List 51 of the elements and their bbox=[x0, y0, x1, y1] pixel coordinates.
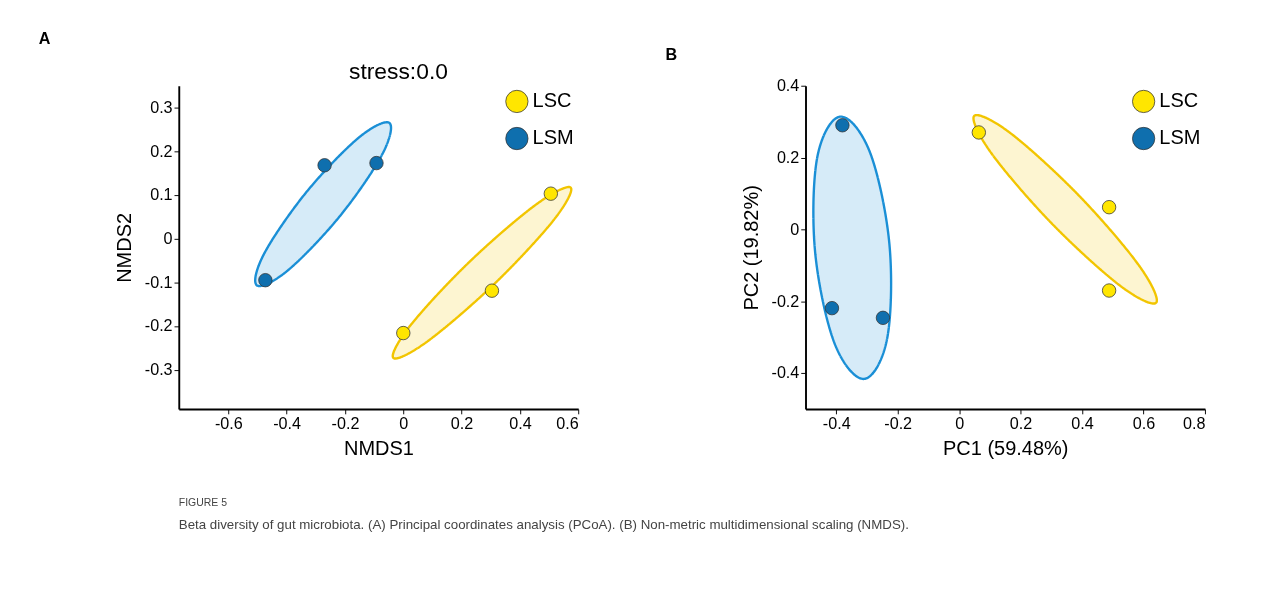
y-tick-label: -0.1 bbox=[144, 272, 173, 291]
x-tick-label: 0.8 bbox=[1182, 413, 1206, 432]
y-tick-label: 0.1 bbox=[150, 185, 173, 204]
point bbox=[396, 325, 411, 341]
text: Beta diversity of gut microbiota. (A) Principal coordinates analysis (PCoA). (B) Non-metric multidimensional scaling (NMDS). bbox=[178, 516, 909, 532]
text: B bbox=[665, 45, 678, 64]
legend-label: LSC bbox=[532, 89, 572, 112]
point bbox=[1102, 200, 1117, 215]
legend-label: LSM bbox=[1159, 126, 1201, 149]
point bbox=[835, 118, 850, 133]
x-tick-label: 0.2 bbox=[1009, 413, 1033, 432]
legend-label: LSC bbox=[1159, 89, 1199, 112]
caption: FIGURE 5 bbox=[178, 497, 228, 509]
point bbox=[369, 155, 384, 171]
x-axis-title: PC1 (59.48%) bbox=[943, 437, 1069, 460]
y-axis-title: PC2 (19.82%) bbox=[740, 185, 763, 311]
point bbox=[1102, 283, 1117, 298]
x-tick-label: -0.4 bbox=[822, 413, 851, 432]
x-tick-label: -0.6 bbox=[214, 413, 243, 432]
x-tick-label: 0 bbox=[399, 413, 409, 432]
y-tick-label: 0.3 bbox=[150, 97, 173, 116]
x-tick-label: -0.4 bbox=[273, 413, 302, 432]
y-tick-label: -0.2 bbox=[144, 316, 173, 335]
x-tick-label: 0.6 bbox=[556, 413, 579, 432]
x-tick-label: -0.2 bbox=[331, 413, 360, 432]
point bbox=[258, 273, 273, 288]
y-tick-label: 0 bbox=[790, 219, 800, 238]
y-tick-label: -0.3 bbox=[144, 360, 173, 378]
y-tick-label: -0.2 bbox=[771, 291, 800, 310]
text: stress:0.0 bbox=[349, 58, 448, 85]
y-tick-label: 0.2 bbox=[776, 147, 800, 166]
x-axis-title: NMDS1 bbox=[344, 437, 414, 460]
point bbox=[317, 158, 332, 173]
x-tick-label: 0.4 bbox=[509, 413, 532, 432]
x-tick-label: 0 bbox=[955, 413, 965, 432]
y-tick-label: -0.4 bbox=[771, 363, 800, 382]
point bbox=[824, 301, 840, 316]
point bbox=[543, 186, 558, 201]
y-tick-label: 0.4 bbox=[776, 75, 800, 94]
x-tick-label: 0.2 bbox=[450, 413, 474, 432]
x-tick-label: -0.2 bbox=[884, 413, 913, 432]
point bbox=[484, 283, 500, 298]
x-tick-label: 0.4 bbox=[1071, 413, 1094, 432]
y-tick-label: 0 bbox=[163, 228, 173, 247]
text: A bbox=[38, 28, 51, 47]
x-tick-label: 0.6 bbox=[1132, 413, 1156, 432]
legend-label: LSM bbox=[532, 126, 574, 149]
point bbox=[971, 125, 986, 140]
y-axis-title: NMDS2 bbox=[113, 212, 136, 283]
y-tick-label: 0.2 bbox=[150, 141, 173, 160]
point bbox=[875, 310, 891, 325]
